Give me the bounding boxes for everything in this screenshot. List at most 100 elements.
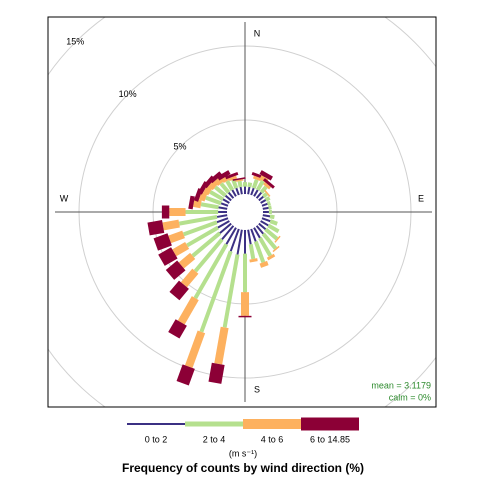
rose-segment bbox=[217, 170, 231, 181]
rose-segment bbox=[237, 180, 243, 188]
rose-segment bbox=[228, 175, 238, 182]
rose-segment bbox=[209, 171, 223, 184]
rose-segment bbox=[216, 217, 229, 224]
rose-segment bbox=[263, 178, 275, 189]
rose-segment bbox=[208, 362, 225, 384]
rose-segment bbox=[193, 199, 202, 209]
rose-segment bbox=[193, 243, 229, 300]
rose-segment bbox=[232, 177, 246, 181]
rose-segment bbox=[261, 232, 278, 250]
rose-segment bbox=[263, 182, 272, 190]
rose-segment bbox=[238, 315, 252, 318]
rose-segment bbox=[219, 182, 231, 194]
legend-title: (m s⁻¹) bbox=[229, 448, 257, 458]
rose-segment bbox=[268, 210, 272, 214]
rose-segment bbox=[153, 233, 172, 251]
rose-segment bbox=[169, 208, 186, 216]
compass-label: S bbox=[254, 384, 260, 394]
legend-swatch bbox=[185, 421, 243, 427]
rose-segment bbox=[185, 210, 219, 214]
rose-segment bbox=[218, 206, 228, 210]
r-tick-label: 10% bbox=[119, 89, 137, 99]
rose-segment bbox=[177, 296, 199, 325]
rose-segment bbox=[235, 179, 244, 182]
rose-segment bbox=[220, 202, 229, 207]
annotation: mean = 3.1179 bbox=[371, 380, 431, 390]
legend-label: 6 to 14.85 bbox=[310, 434, 350, 444]
rose-segment bbox=[224, 194, 232, 202]
rose-segment bbox=[147, 220, 165, 236]
rose-segment bbox=[214, 326, 229, 365]
rose-segment bbox=[216, 214, 228, 218]
rose-segment bbox=[225, 172, 239, 180]
rose-segment bbox=[264, 189, 271, 197]
rose-segment bbox=[262, 214, 271, 218]
rose-segment bbox=[244, 230, 246, 254]
rose-segment bbox=[180, 268, 199, 288]
rose-segment bbox=[266, 253, 276, 261]
rose-segment bbox=[239, 186, 243, 195]
legend-label: 2 to 4 bbox=[203, 434, 226, 444]
rose-segment bbox=[260, 220, 269, 227]
rose-segment bbox=[247, 182, 253, 188]
legend-swatch bbox=[127, 423, 185, 425]
rose-segment bbox=[165, 260, 186, 280]
legend-label: 4 to 6 bbox=[261, 434, 284, 444]
rose-segment bbox=[250, 187, 255, 196]
rose-segment bbox=[214, 185, 227, 198]
compass-label: N bbox=[254, 28, 261, 38]
rose-segment bbox=[158, 247, 178, 266]
legend-swatch bbox=[243, 419, 301, 429]
rose-segment bbox=[162, 219, 180, 231]
r-tick-label: 5% bbox=[173, 141, 186, 151]
rose-segment bbox=[269, 214, 275, 220]
rose-segment bbox=[274, 235, 281, 243]
rose-segment bbox=[199, 250, 233, 333]
rose-segment bbox=[184, 330, 206, 368]
rose-segment bbox=[172, 241, 190, 257]
rose-segment bbox=[262, 192, 269, 199]
rose-segment bbox=[186, 225, 219, 248]
rose-segment bbox=[200, 202, 219, 210]
rose-segment bbox=[198, 191, 208, 202]
rose-segment bbox=[225, 180, 235, 191]
rose-segment bbox=[236, 229, 243, 255]
rose-segment bbox=[258, 195, 264, 202]
rose-segment bbox=[219, 222, 232, 234]
rose-segment bbox=[168, 319, 187, 339]
rose-segment bbox=[260, 199, 267, 204]
rose-segment bbox=[251, 179, 259, 189]
rose-segment bbox=[261, 202, 268, 207]
rose-segment bbox=[264, 196, 271, 202]
rose-segment bbox=[168, 230, 185, 244]
rose-segment bbox=[247, 229, 252, 245]
compass-label: W bbox=[60, 193, 69, 203]
rose-segment bbox=[266, 200, 271, 206]
r-tick-label: 15% bbox=[66, 37, 84, 47]
rose-segment bbox=[259, 185, 268, 194]
rose-segment bbox=[229, 228, 240, 252]
rose-segment bbox=[259, 260, 269, 268]
rose-segment bbox=[244, 186, 246, 194]
rose-segment bbox=[217, 220, 230, 229]
rose-segment bbox=[231, 189, 237, 197]
rose-segment bbox=[209, 190, 224, 202]
rose-segment bbox=[161, 205, 170, 219]
annotation: calm = 0% bbox=[389, 392, 431, 402]
rose-segment bbox=[250, 228, 257, 242]
rose-segment bbox=[255, 180, 265, 191]
rose-segment bbox=[188, 195, 195, 210]
rose-segment bbox=[252, 175, 262, 182]
rose-segment bbox=[269, 219, 278, 226]
rose-segment bbox=[221, 225, 235, 241]
plot-frame bbox=[47, 16, 437, 408]
rose-segment bbox=[249, 258, 258, 263]
rose-segment bbox=[218, 211, 227, 213]
rose-segment bbox=[243, 182, 247, 187]
rose-segment bbox=[253, 189, 259, 197]
chart-title: Frequency of counts by wind direction (%… bbox=[122, 461, 364, 475]
rose-segment bbox=[227, 191, 235, 199]
rose-segment bbox=[182, 220, 218, 237]
rose-segment bbox=[268, 205, 272, 210]
